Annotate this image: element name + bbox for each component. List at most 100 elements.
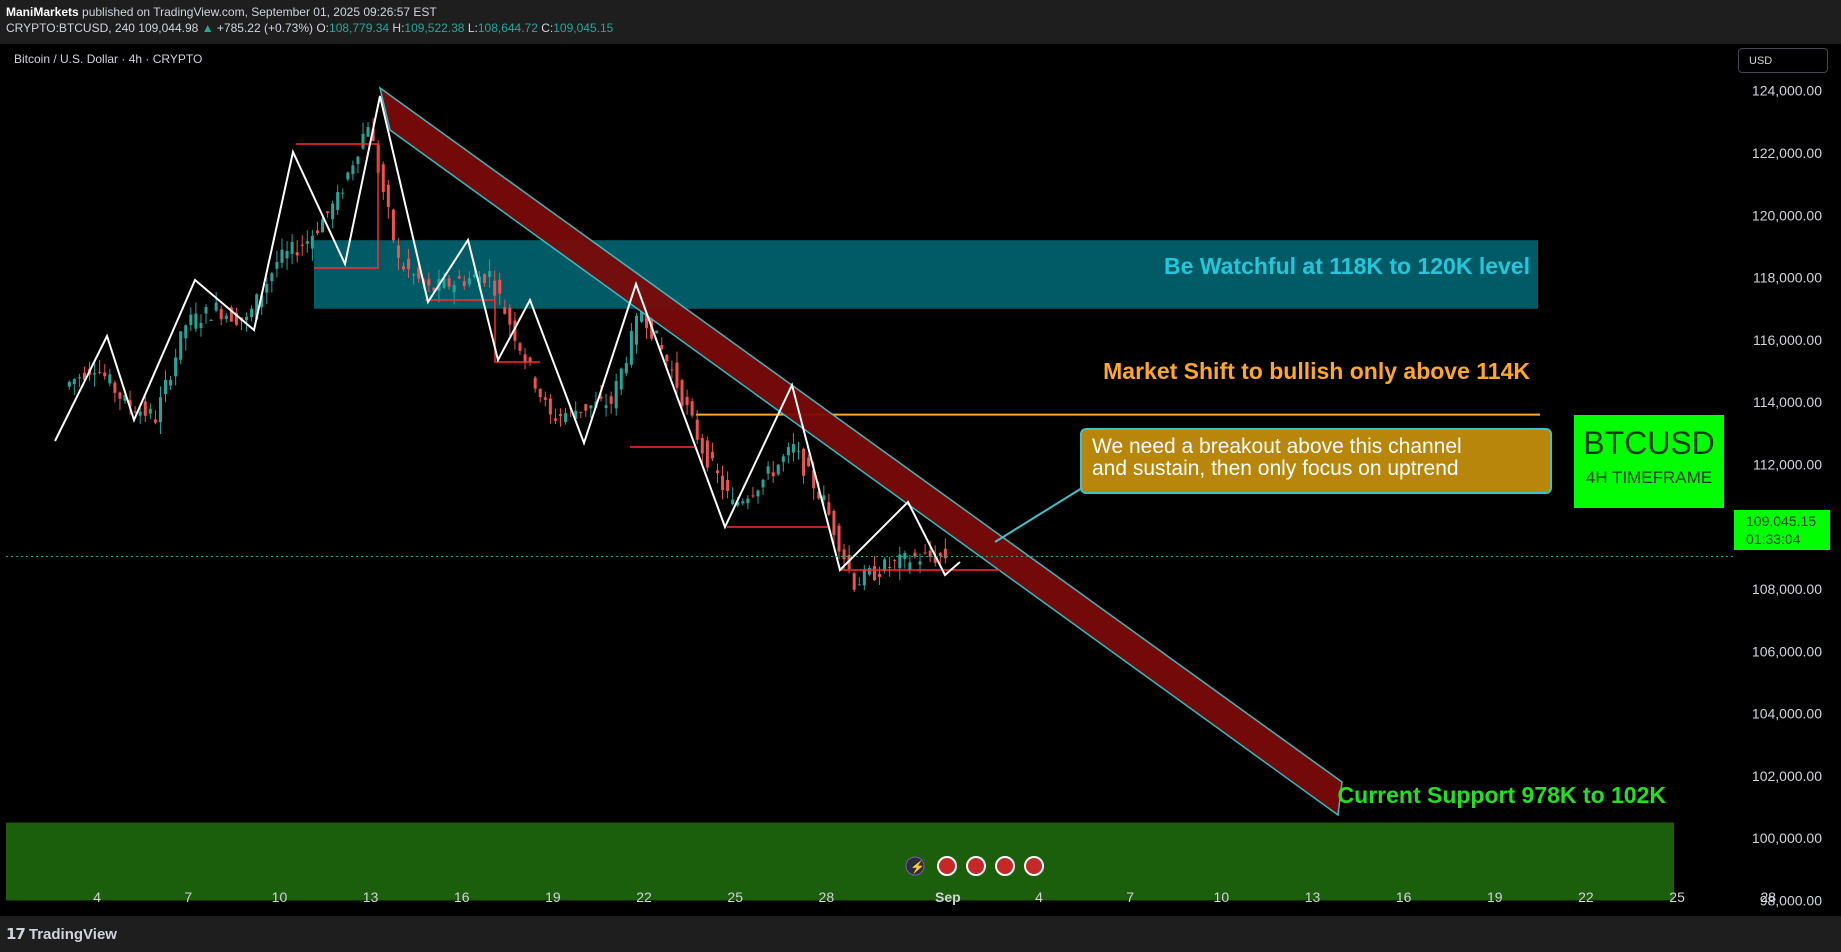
candle-body (893, 560, 897, 562)
candle-body (903, 552, 907, 560)
publish-header-bar: ManiMarkets published on TradingView.com… (0, 0, 1841, 44)
candle-body (756, 490, 760, 497)
candle-body (72, 379, 76, 384)
time-tick-label: 19 (545, 889, 561, 905)
time-tick-label: 25 (1669, 889, 1685, 905)
price-tick-label: 114,000.00 (1753, 394, 1822, 410)
time-tick-label: 22 (636, 889, 652, 905)
candle-body (533, 377, 537, 389)
time-tick-label: 28 (819, 889, 835, 905)
price-tick-label: 100,000.00 (1752, 830, 1822, 846)
candle-body (179, 331, 183, 360)
candle-body (113, 382, 117, 393)
candle-body (675, 362, 679, 388)
candle-body (781, 456, 785, 462)
candle-body (705, 440, 709, 468)
candle-body (285, 250, 289, 259)
candle-body (842, 549, 846, 560)
candle-body (604, 405, 608, 408)
tradingview-logo[interactable]: 𝟭𝟳 TradingView (6, 925, 117, 943)
candle-body (665, 354, 669, 362)
candle-body (280, 249, 284, 263)
candle-body (361, 133, 365, 149)
current-price: 109,045.15 (1746, 513, 1817, 529)
candle-body (888, 567, 892, 569)
candle-body (148, 408, 152, 414)
candle-body (690, 401, 694, 416)
price-tick-label: 112,000.00 (1753, 456, 1822, 472)
price-tick-label: 106,000.00 (1752, 643, 1822, 659)
us-flag-icon (966, 856, 986, 876)
candle-body (878, 573, 882, 577)
publisher-name[interactable]: ManiMarkets (6, 5, 79, 19)
candle-body (184, 325, 188, 339)
candle-body (402, 266, 406, 270)
candle-body (209, 319, 213, 321)
up-arrow-icon: ▲ (201, 21, 214, 35)
price-tick-label: 102,000.00 (1752, 768, 1822, 784)
price-tick-label: 120,000.00 (1752, 207, 1822, 223)
price-tick-label: 104,000.00 (1752, 706, 1822, 722)
candle-body (255, 294, 259, 320)
candle-body (412, 274, 416, 276)
candle-body (483, 274, 487, 283)
resistance-zone (314, 240, 1538, 309)
currency-button[interactable]: USD (1738, 48, 1828, 73)
candle-body (933, 555, 937, 563)
candle-body (457, 276, 461, 279)
candle-body (138, 411, 142, 416)
open-label: O: (316, 21, 330, 35)
candle-body (326, 211, 330, 213)
candle-body (943, 548, 947, 559)
close-label: C: (541, 21, 554, 35)
candle-body (528, 357, 532, 362)
us-flag-icon (995, 856, 1015, 876)
tradingview-brand: TradingView (28, 926, 117, 943)
candle-body (290, 241, 294, 254)
candle-body (189, 314, 193, 326)
time-tick-label: 10 (1214, 889, 1230, 905)
price-tick-label: 98,000.00 (1760, 892, 1822, 908)
low-label: L: (467, 21, 478, 35)
candle-body (655, 330, 659, 334)
candle-body (447, 278, 451, 287)
candle-body (381, 164, 385, 193)
support-zone-label: Current Support 978K to 102K (1338, 782, 1667, 808)
candle-body (695, 419, 699, 440)
candle-body (609, 396, 613, 404)
candle-body (204, 306, 208, 314)
candle-body (898, 554, 902, 569)
candle-body (442, 278, 446, 288)
high-value: 109,522.38 (404, 21, 465, 35)
price-tick-label: 116,000.00 (1753, 332, 1822, 348)
price-tick-label: 118,000.00 (1753, 270, 1822, 286)
candle-body (371, 128, 375, 141)
candle-body (158, 397, 162, 423)
candle-body (407, 258, 411, 270)
candle-body (660, 344, 664, 350)
time-tick-label: 13 (1305, 889, 1321, 905)
candle-body (118, 392, 122, 399)
price-tick-label: 108,000.00 (1752, 581, 1822, 597)
candle-body (503, 307, 507, 314)
symbol-badge: BTCUSD 4H TIMEFRAME (1574, 415, 1724, 508)
candle-body (670, 369, 674, 371)
candle-body (791, 444, 795, 453)
candle-body (219, 308, 223, 320)
candle-body (771, 472, 775, 477)
footer-bar (0, 916, 1841, 952)
candle-body (807, 457, 811, 467)
price-change: +785.22 (+0.73%) (216, 21, 313, 35)
candle-body (710, 452, 714, 459)
price-tick-label: 124,000.00 (1752, 83, 1822, 99)
price-axis: 124,000.00 122,000.00 120,000.00 118,000.00… (1752, 83, 1822, 909)
time-tick-label: 25 (727, 889, 743, 905)
us-flag-icon (1024, 856, 1044, 876)
callout-line-2: and sustain, then only focus on uptrend (1092, 457, 1459, 480)
candle-body (260, 295, 264, 308)
time-tick-label: 22 (1578, 889, 1594, 905)
bullish-shift-label: Market Shift to bullish only above 114K (1103, 358, 1530, 384)
candle-body (852, 573, 856, 590)
time-tick-label: 7 (184, 889, 192, 905)
